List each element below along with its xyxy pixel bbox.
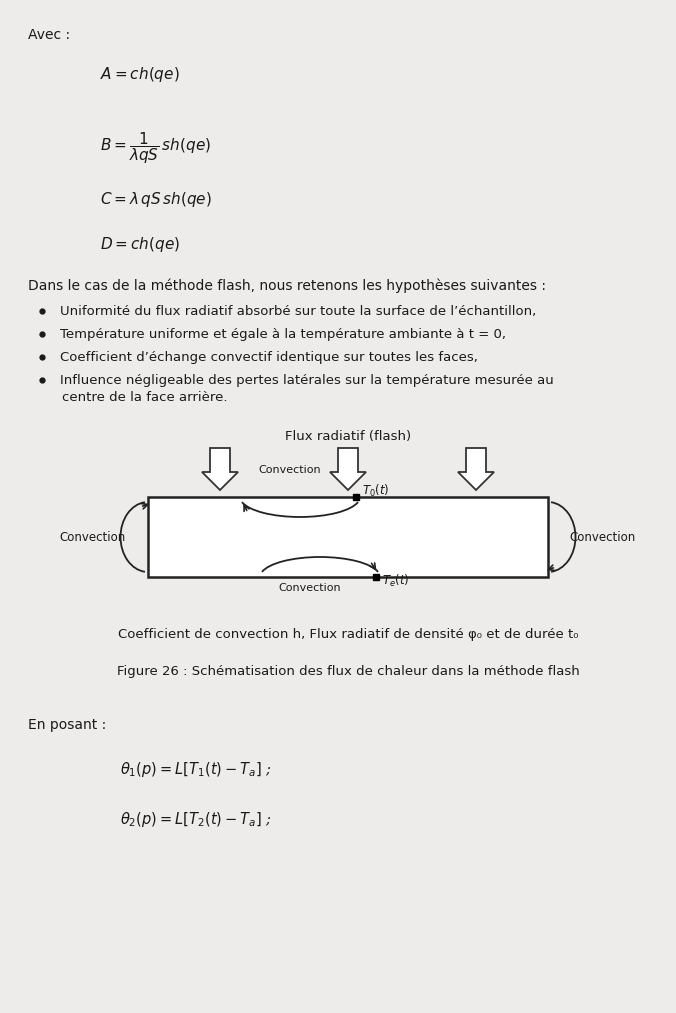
Text: Convection: Convection: [570, 531, 636, 544]
Text: $T_e(t)$: $T_e(t)$: [382, 573, 410, 590]
Text: Influence négligeable des pertes latérales sur la température mesurée au: Influence négligeable des pertes latéral…: [60, 374, 554, 387]
Text: $A  =  ch(qe)$: $A = ch(qe)$: [100, 65, 180, 84]
Text: En posant :: En posant :: [28, 718, 106, 732]
Text: $D  =  ch(qe)$: $D = ch(qe)$: [100, 235, 180, 254]
Text: Température uniforme et égale à la température ambiante à t = 0,: Température uniforme et égale à la tempé…: [60, 328, 506, 341]
Text: Figure 26 : Schématisation des flux de chaleur dans la méthode flash: Figure 26 : Schématisation des flux de c…: [117, 665, 579, 678]
Text: $C  =  \lambda\,qS\,sh(qe)$: $C = \lambda\,qS\,sh(qe)$: [100, 190, 212, 209]
Text: Dans le cas de la méthode flash, nous retenons les hypothèses suivantes :: Dans le cas de la méthode flash, nous re…: [28, 278, 546, 293]
Text: $\theta_2(p) = L[T_2(t) - T_a]$ ;: $\theta_2(p) = L[T_2(t) - T_a]$ ;: [120, 810, 272, 829]
Text: Convection: Convection: [279, 583, 341, 593]
Bar: [148, 497, 548, 577]
Text: Avec :: Avec :: [28, 28, 70, 42]
Text: Coefficient de convection h, Flux radiatif de densité φ₀ et de durée t₀: Coefficient de convection h, Flux radiat…: [118, 628, 578, 641]
Text: centre de la face arrière.: centre de la face arrière.: [62, 391, 228, 404]
Text: $\theta_1(p) = L[T_1(t) - T_a]$ ;: $\theta_1(p) = L[T_1(t) - T_a]$ ;: [120, 760, 272, 779]
Text: $T_0(t)$: $T_0(t)$: [362, 483, 389, 499]
Text: Coefficient d’échange convectif identique sur toutes les faces,: Coefficient d’échange convectif identiqu…: [60, 350, 478, 364]
Polygon shape: [330, 448, 366, 490]
Polygon shape: [202, 448, 238, 490]
Text: Flux radiatif (flash): Flux radiatif (flash): [285, 430, 411, 443]
Text: Uniformité du flux radiatif absorbé sur toute la surface de l’échantillon,: Uniformité du flux radiatif absorbé sur …: [60, 305, 536, 318]
Text: $B = \dfrac{1}{\lambda qS}\,sh(qe)$: $B = \dfrac{1}{\lambda qS}\,sh(qe)$: [100, 130, 211, 166]
Text: Convection: Convection: [259, 465, 321, 475]
Polygon shape: [458, 448, 494, 490]
Text: Convection: Convection: [60, 531, 126, 544]
